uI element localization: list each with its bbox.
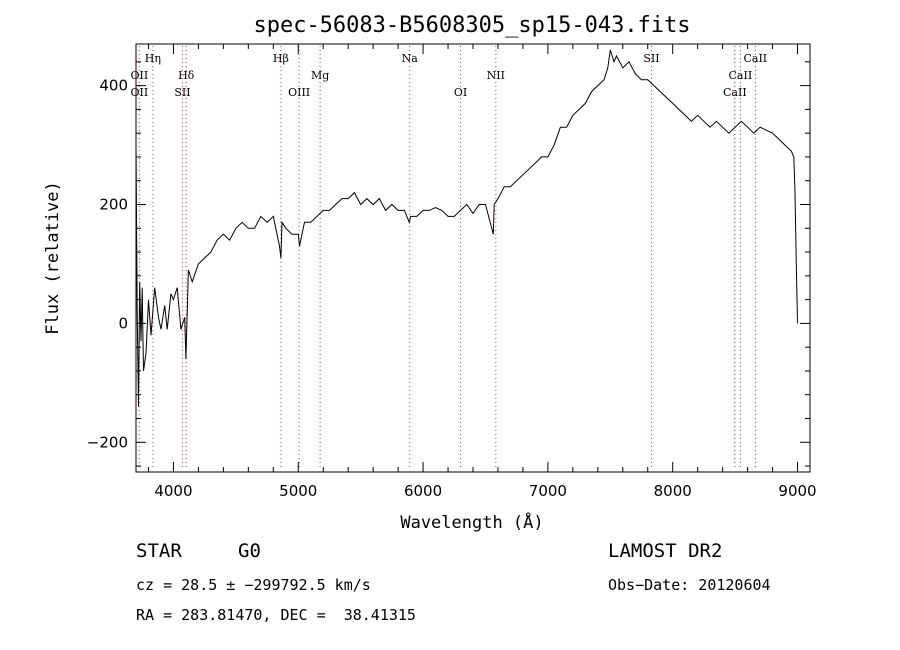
line-label: CaII <box>743 52 767 65</box>
y-axis-label: Flux (relative) <box>43 181 63 335</box>
line-label: SII <box>643 52 659 65</box>
x-tick-label: 8000 <box>654 482 692 500</box>
line-label: NII <box>487 69 505 82</box>
survey-name: LAMOST DR2 <box>608 540 723 562</box>
plot-frame <box>135 43 811 473</box>
chart-title: spec-56083-B5608305_sp15-043.fits <box>253 13 690 38</box>
x-axis-ticks: 4000 5000 6000 7000 8000 9000 <box>147 44 817 500</box>
flux-line <box>135 49 798 407</box>
x-tick-label: 7000 <box>529 482 567 500</box>
y-tick-label: 400 <box>99 77 128 95</box>
flux-series <box>135 49 798 407</box>
line-label: Hδ <box>178 69 195 82</box>
line-label: SII <box>174 86 190 99</box>
line-label: CaII <box>729 69 753 82</box>
line-label: Hη <box>145 52 161 65</box>
y-axis-ticks: −200 0 200 400 <box>87 61 810 467</box>
line-label: OII <box>131 86 149 99</box>
ra-dec-line: RA = 283.81470, DEC = 38.41315 <box>136 606 416 624</box>
redshift-line: cz = 28.5 ± −299792.5 km/s <box>136 576 371 594</box>
x-tick-label: 5000 <box>279 482 317 500</box>
y-tick-label: −200 <box>87 433 128 451</box>
line-label: Hβ <box>273 52 289 65</box>
obs-date: Obs−Date: 20120604 <box>608 576 771 594</box>
line-label: OII <box>131 69 149 82</box>
line-label: CaII <box>723 86 747 99</box>
subclass: G0 <box>238 540 261 562</box>
y-tick-label: 200 <box>99 196 128 214</box>
line-label: OI <box>454 86 467 99</box>
x-axis-label: Wavelength (Å) <box>400 511 543 533</box>
x-tick-label: 9000 <box>778 482 816 500</box>
x-tick-label: 4000 <box>154 482 192 500</box>
line-label: Na <box>402 52 419 65</box>
x-tick-label: 6000 <box>404 482 442 500</box>
object-type: STAR <box>136 540 182 562</box>
y-tick-label: 0 <box>118 314 128 332</box>
line-label: Mg <box>311 69 329 82</box>
line-label: OIII <box>288 86 310 99</box>
